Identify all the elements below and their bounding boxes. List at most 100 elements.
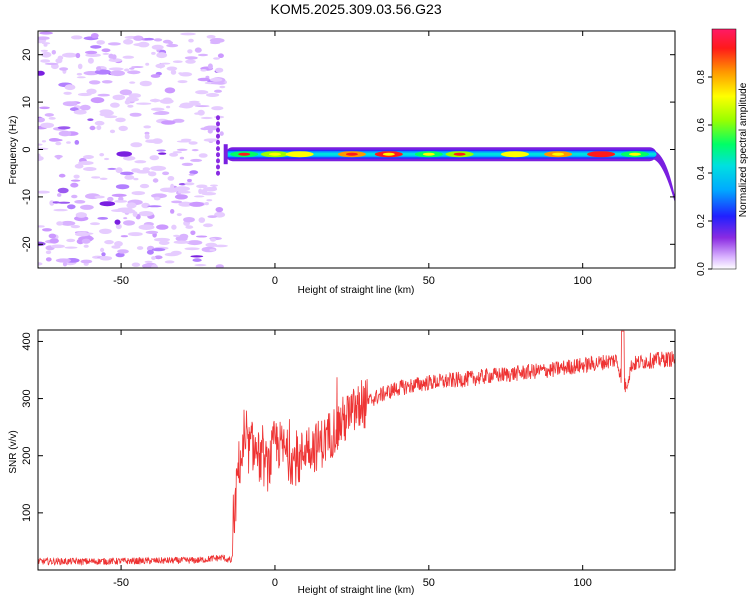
noise-edge-blob bbox=[216, 115, 220, 121]
signal-hotspot-core bbox=[629, 152, 641, 156]
noise-blob bbox=[143, 82, 151, 86]
noise-blob bbox=[164, 260, 175, 264]
noise-blob bbox=[179, 156, 185, 160]
noise-blob bbox=[191, 149, 199, 152]
noise-blob bbox=[181, 162, 194, 166]
noise-edge-blob bbox=[216, 139, 220, 145]
noise-blob bbox=[154, 237, 170, 242]
noise-blob bbox=[96, 66, 102, 71]
noise-blob bbox=[153, 196, 161, 201]
spectrogram-x-label: Height of straight line (km) bbox=[298, 285, 415, 296]
x-tick-label: 100 bbox=[574, 275, 592, 287]
signal-hotspot-core bbox=[238, 152, 251, 156]
noise-blob bbox=[185, 59, 196, 64]
noise-blob bbox=[96, 125, 102, 131]
noise-blob bbox=[117, 249, 129, 254]
noise-blob bbox=[217, 53, 224, 58]
noise-blob bbox=[89, 125, 96, 131]
x-tick-label: 0 bbox=[272, 275, 278, 287]
noise-blob bbox=[120, 171, 134, 176]
signal-hotspot-core bbox=[382, 152, 395, 156]
noise-blob bbox=[56, 155, 61, 160]
noise-blob bbox=[162, 171, 170, 176]
noise-blob bbox=[74, 163, 84, 169]
noise-blob bbox=[195, 235, 208, 238]
noise-blob bbox=[128, 93, 141, 98]
noise-blob bbox=[213, 57, 220, 60]
noise-blob bbox=[129, 67, 135, 70]
colorbar-tick-label: 0.8 bbox=[696, 70, 707, 84]
noise-blob bbox=[41, 140, 47, 143]
noise-blob bbox=[214, 89, 222, 93]
noise-edge-blob bbox=[216, 158, 220, 164]
noise-blob bbox=[169, 152, 179, 157]
noise-blob bbox=[57, 187, 69, 194]
noise-blob bbox=[70, 35, 83, 40]
noise-blob bbox=[127, 70, 141, 75]
noise-blob bbox=[48, 117, 56, 120]
noise-blob bbox=[74, 140, 80, 145]
signal-hotspot-core bbox=[552, 152, 565, 156]
noise-blob bbox=[94, 195, 105, 199]
noise-blob bbox=[187, 240, 203, 246]
noise-blob bbox=[49, 200, 55, 206]
noise-blob bbox=[108, 67, 124, 71]
noise-blob bbox=[173, 234, 180, 237]
noise-blob bbox=[154, 255, 163, 260]
noise-blob bbox=[160, 187, 173, 192]
noise-blob bbox=[203, 138, 220, 142]
noise-blob bbox=[89, 222, 101, 226]
noise-blob bbox=[55, 141, 62, 146]
noise-blob bbox=[219, 131, 224, 136]
noise-blob bbox=[188, 38, 194, 43]
noise-blob bbox=[120, 235, 129, 238]
noise-blob bbox=[86, 88, 97, 95]
noise-blob bbox=[52, 201, 60, 204]
noise-blob bbox=[176, 148, 188, 151]
noise-blob bbox=[193, 195, 205, 198]
noise-blob bbox=[39, 31, 53, 35]
noise-blob bbox=[206, 35, 216, 39]
noise-blob bbox=[129, 81, 136, 84]
noise-blob bbox=[192, 258, 202, 262]
noise-blob bbox=[48, 233, 57, 239]
signal-hotspot-core bbox=[595, 152, 608, 156]
noise-blob bbox=[210, 184, 218, 187]
noise-blob bbox=[108, 58, 123, 63]
chart-title: KOM5.2025.309.03.56.G23 bbox=[270, 1, 441, 17]
signal-hotspot-core bbox=[422, 152, 435, 156]
spectrogram-y-label: Frequency (Hz) bbox=[8, 116, 19, 185]
noise-blob bbox=[126, 202, 137, 209]
noise-blob bbox=[136, 246, 144, 250]
noise-blob bbox=[85, 53, 101, 57]
noise-blob bbox=[75, 212, 88, 218]
noise-blob bbox=[197, 53, 209, 57]
noise-blob bbox=[180, 32, 196, 36]
noise-blob bbox=[38, 190, 50, 194]
noise-blob bbox=[113, 209, 122, 212]
noise-blob bbox=[87, 57, 94, 64]
snr-y-label: SNR (v/v) bbox=[8, 430, 19, 473]
spectrogram-noise-region bbox=[38, 31, 228, 268]
noise-blob bbox=[74, 200, 86, 204]
noise-blob bbox=[148, 171, 157, 177]
noise-blob bbox=[215, 67, 224, 73]
noise-blob bbox=[101, 110, 114, 116]
noise-blob bbox=[78, 161, 94, 165]
noise-blob bbox=[219, 85, 226, 89]
noise-blob bbox=[124, 68, 130, 72]
noise-blob bbox=[172, 118, 185, 123]
noise-blob bbox=[210, 237, 217, 242]
noise-blob bbox=[39, 106, 50, 110]
noise-blob bbox=[96, 40, 105, 45]
noise-blob bbox=[44, 62, 59, 65]
noise-blob bbox=[70, 182, 79, 188]
noise-blob bbox=[151, 256, 156, 260]
noise-blob bbox=[38, 155, 44, 161]
noise-blob bbox=[151, 193, 167, 199]
noise-blob bbox=[133, 177, 139, 181]
noise-blob bbox=[184, 182, 195, 186]
noise-blob bbox=[50, 244, 65, 249]
snr-x-label: Height of straight line (km) bbox=[298, 585, 415, 596]
noise-blob bbox=[115, 184, 130, 190]
